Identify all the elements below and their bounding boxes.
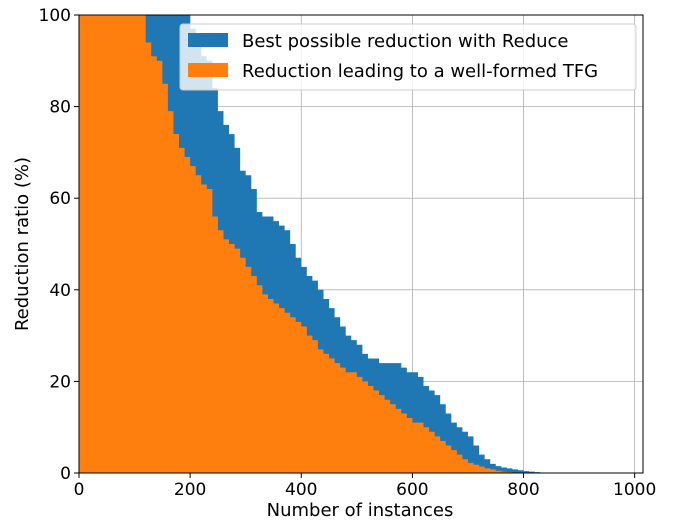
- axes: [74, 14, 644, 478]
- tick-labels: 0 200 400 600 800 1000 0 20 40 60 80 100: [39, 6, 657, 500]
- x-tick-label: 800: [507, 480, 539, 500]
- area-series-group: [79, 15, 643, 473]
- plot-frame: [78, 14, 644, 474]
- y-tick-label: 100: [39, 6, 71, 26]
- x-tick-label: 1000: [613, 480, 656, 500]
- y-tick-label: 40: [49, 281, 71, 301]
- x-tick-label: 600: [396, 480, 428, 500]
- y-tick-label: 60: [49, 189, 71, 209]
- legend-swatch-wellformed: [188, 63, 228, 77]
- legend-label-wellformed: Reduction leading to a well-formed TFG: [242, 61, 598, 82]
- y-axis-label: Reduction ratio (%): [12, 157, 33, 331]
- legend-label-best: Best possible reduction with Reduce: [242, 31, 569, 52]
- legend-swatch-best: [188, 33, 228, 47]
- area-series-1: [79, 15, 643, 473]
- x-tick-label: 400: [285, 480, 317, 500]
- y-tick-label: 20: [49, 372, 71, 392]
- x-tick-label: 200: [174, 480, 206, 500]
- y-tick-label: 80: [49, 98, 71, 118]
- legend: Best possible reduction with Reduce Redu…: [179, 23, 637, 91]
- x-axis-label: Number of instances: [267, 500, 454, 521]
- legend-box: [179, 23, 637, 91]
- x-tick-label: 0: [74, 480, 85, 500]
- y-tick-label: 0: [60, 464, 71, 484]
